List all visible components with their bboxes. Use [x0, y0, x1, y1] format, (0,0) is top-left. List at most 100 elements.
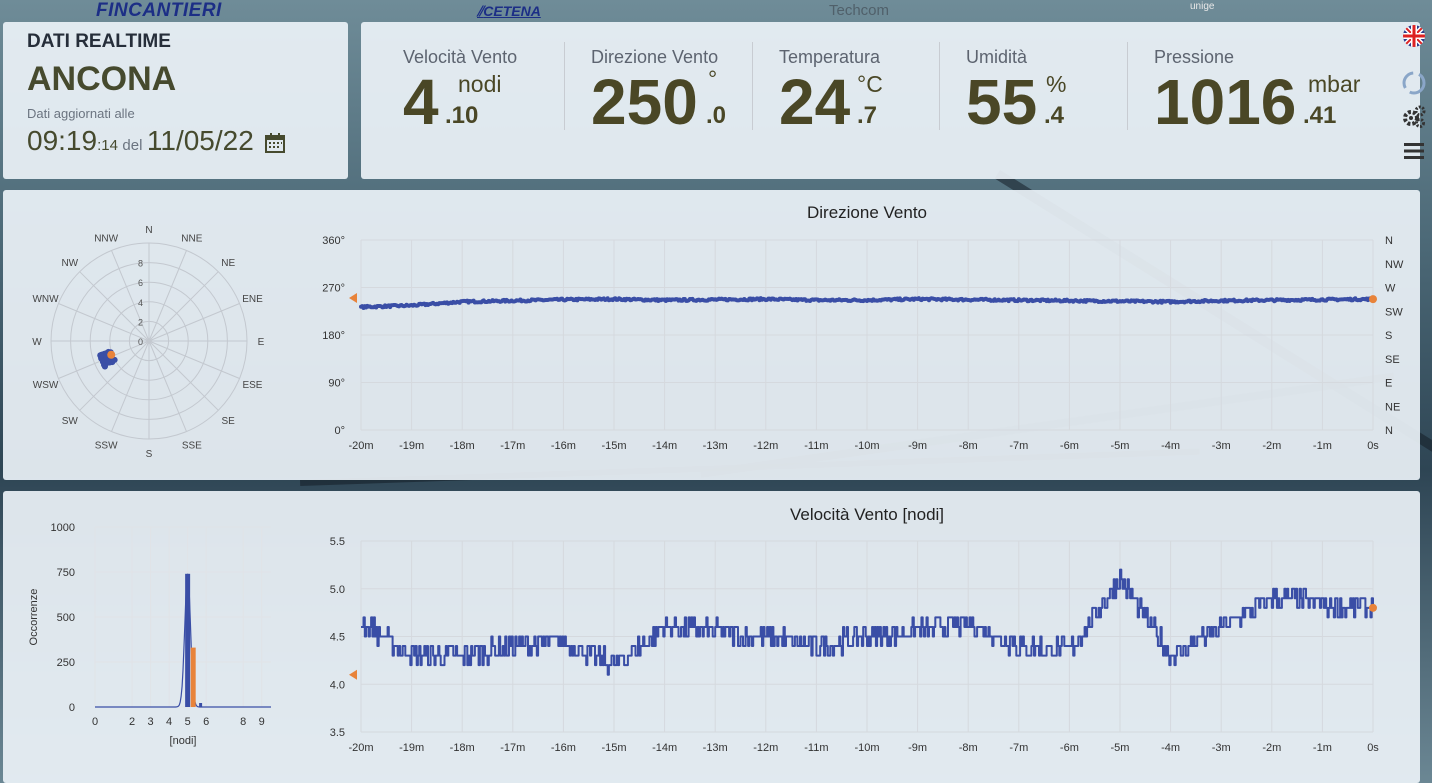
y2-tick-label: SE	[1385, 354, 1400, 366]
polar-direction-label: WSW	[33, 380, 59, 391]
polar-spoke	[79, 271, 150, 342]
x-tick-label: -1m	[1313, 742, 1332, 754]
polar-direction-label: N	[145, 225, 152, 236]
polar-spoke	[148, 250, 187, 342]
x-tick-label: -20m	[348, 742, 373, 754]
divider	[1127, 42, 1128, 130]
y-tick-label: 1000	[51, 522, 75, 534]
cetena-logo: ⫽CETENA	[477, 3, 541, 19]
wind-rose-chart: N NNE NE ENE E ESE SE SSE S SSW SW WSW W WNW NW NNW 0 2 4 6…	[32, 225, 264, 460]
reading-label: Umidità	[966, 47, 1028, 67]
current-value-marker	[349, 669, 357, 680]
y2-tick-label: N	[1385, 235, 1393, 247]
reading-label: Direzione Vento	[591, 47, 719, 67]
x-tick-label: -9m	[908, 742, 927, 754]
x-tick-label: -17m	[500, 742, 525, 754]
reading-decimal: .10	[445, 102, 479, 129]
x-tick-label: -12m	[753, 440, 778, 452]
calendar-icon[interactable]	[264, 132, 286, 159]
current-point	[1369, 295, 1377, 304]
x-tick-label: -7m	[1009, 440, 1028, 452]
divider	[752, 42, 753, 130]
histogram-bar	[199, 703, 203, 707]
settings-gears-icon[interactable]	[1397, 100, 1431, 134]
reading-unit: °	[708, 66, 718, 92]
polar-radial-tick: 6	[138, 278, 143, 288]
polar-direction-label: WNW	[32, 294, 59, 305]
polar-direction-label: NE	[221, 258, 235, 269]
y-tick-label: 750	[57, 567, 75, 579]
polar-direction-label: SE	[222, 416, 236, 427]
x-tick-label: -11m	[804, 742, 828, 754]
x-tick-label: -15m	[601, 440, 626, 452]
x-axis-label: [nodi]	[170, 735, 197, 747]
polar-spoke	[148, 340, 219, 411]
polar-direction-label: NNE	[181, 234, 202, 245]
x-tick-label: -16m	[551, 440, 576, 452]
refresh-icon[interactable]	[1397, 66, 1431, 100]
x-tick-label: -5m	[1111, 440, 1130, 452]
y-tick-label: 4.5	[330, 632, 345, 644]
polar-direction-label: ESE	[242, 380, 262, 391]
polar-spoke	[79, 340, 150, 411]
y2-tick-label: W	[1385, 283, 1396, 295]
x-tick-label: 3	[148, 716, 154, 728]
polar-direction-label: SW	[62, 416, 79, 427]
x-tick-label: -5m	[1111, 742, 1130, 754]
current-value-marker	[349, 293, 357, 304]
y-tick-label: 90°	[328, 378, 345, 390]
y2-tick-label: NE	[1385, 401, 1400, 413]
flag-uk-icon[interactable]	[1397, 19, 1431, 53]
polar-radial-tick: 0	[138, 337, 143, 347]
y2-tick-label: SW	[1385, 306, 1403, 318]
x-tick-label: -13m	[703, 742, 728, 754]
x-tick-label: -15m	[601, 742, 626, 754]
x-tick-label: -17m	[500, 440, 525, 452]
reading-value: 55	[966, 66, 1038, 138]
wind-speed-panel: 0 250 500 750 1000 0 2 3 4 5 6 8 9 [nodi] Occorrenze V…	[3, 491, 1420, 783]
reading-label: Pressione	[1154, 47, 1235, 67]
reading-value: 250	[591, 66, 698, 138]
del-label: del	[122, 137, 143, 154]
x-tick-label: 4	[166, 716, 172, 728]
y2-tick-label: NW	[1385, 259, 1404, 271]
polar-direction-label: NW	[61, 258, 78, 269]
station-city: ANCONA	[27, 60, 177, 98]
wind-direction-chart: Direzione Vento -20m -19m -18m -17m -16m -15m -…	[322, 203, 1404, 452]
menu-icon[interactable]	[1397, 134, 1431, 168]
cetena-logo-text: CETENA	[483, 3, 541, 19]
update-date: 11/05/22	[146, 125, 254, 156]
divider	[939, 42, 940, 130]
wind-direction-panel: N NNE NE ENE E ESE SE SSE S SSW SW WSW W WNW NW NNW 0 2 4 6…	[3, 190, 1420, 480]
update-timestamp: 09:19:14 del 11/05/22	[27, 125, 286, 159]
x-tick-label: -7m	[1009, 742, 1028, 754]
polar-point	[101, 363, 108, 370]
y-tick-label: 270°	[322, 283, 345, 295]
polar-direction-label: NNW	[94, 234, 118, 245]
polar-point	[111, 356, 118, 363]
polar-spoke	[111, 250, 150, 342]
reading-unit: °C	[857, 71, 883, 97]
polar-direction-label: W	[32, 337, 42, 348]
x-tick-label: 2	[129, 716, 135, 728]
x-tick-label: -11m	[804, 440, 828, 452]
x-tick-label: -18m	[450, 440, 475, 452]
x-tick-label: 5	[185, 716, 191, 728]
polar-radial-tick: 2	[138, 317, 143, 327]
y-tick-label: 3.5	[330, 727, 345, 739]
reading-unit: %	[1046, 71, 1067, 97]
reading-unit: nodi	[458, 71, 502, 97]
x-tick-label: -16m	[551, 742, 576, 754]
y-tick-label: 180°	[322, 330, 345, 342]
polar-current-point	[107, 350, 116, 359]
reading-decimal: .0	[706, 102, 727, 129]
polar-direction-label: S	[146, 449, 153, 460]
x-tick-label: -2m	[1262, 742, 1281, 754]
distribution-curve	[95, 573, 271, 708]
y2-tick-label: N	[1385, 425, 1393, 437]
histogram-current-bar	[190, 647, 196, 707]
y-axis-label: Occorrenze	[28, 589, 40, 646]
chart-title: Direzione Vento	[807, 203, 927, 222]
reading-decimal: .7	[857, 102, 878, 129]
x-tick-label: -3m	[1212, 742, 1231, 754]
